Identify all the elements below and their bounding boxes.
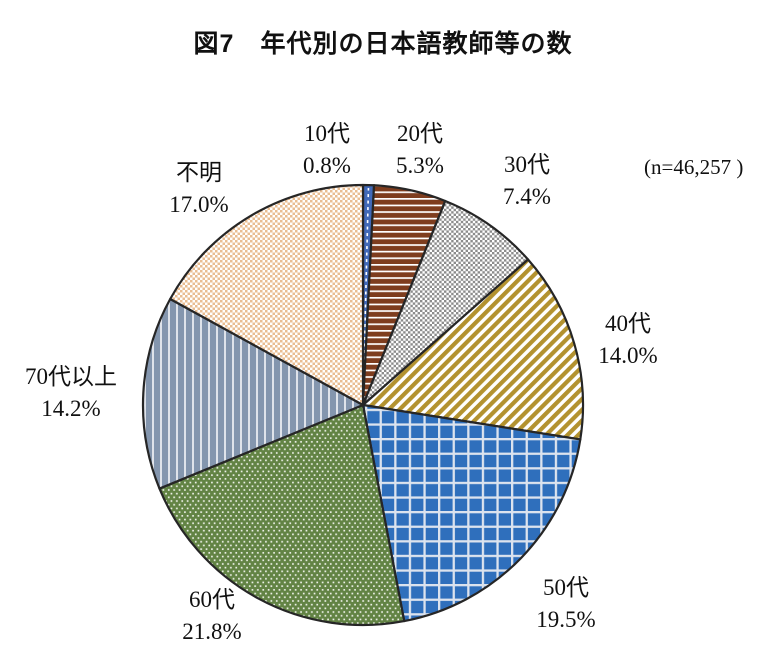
pie-slice-70s-plus [141, 297, 365, 490]
slice-label-name: 50代 [542, 575, 589, 600]
pie-slice-unknown [169, 183, 365, 407]
slice-label-name: 70代以上 [25, 364, 117, 389]
slice-label-percent: 5.3% [396, 153, 444, 178]
pie-slice-60s [158, 403, 406, 627]
slice-label-name: 60代 [188, 587, 235, 612]
pie-slice-30s [361, 199, 530, 407]
slice-label-70s-plus: 70代以上 14.2% [25, 361, 117, 425]
slice-label-percent: 7.4% [503, 184, 551, 209]
slice-label-name: 40代 [604, 311, 651, 336]
slice-label-30s: 30代 7.4% [503, 149, 551, 213]
slice-label-percent: 21.8% [182, 619, 242, 644]
slice-label-name: 30代 [503, 152, 550, 177]
slice-label-name: 不明 [175, 160, 222, 185]
slice-label-percent: 17.0% [169, 192, 229, 217]
slice-label-percent: 14.0% [598, 343, 658, 368]
slice-label-60s: 60代 21.8% [182, 584, 241, 648]
slice-label-percent: 19.5% [536, 607, 596, 632]
pie-slice-40s [361, 258, 585, 441]
sample-size-label: (n=46,257 ) [644, 155, 744, 179]
slice-label-20s: 20代 5.3% [396, 118, 444, 182]
slice-label-10s: 10代 0.8% [303, 118, 351, 182]
slice-label-percent: 0.8% [303, 153, 351, 178]
slice-label-name: 10代 [303, 121, 350, 146]
chart-title: 図7 年代別の日本語教師等の数 [193, 30, 573, 58]
pie-slice-50s [361, 403, 582, 623]
slice-label-percent: 14.2% [41, 396, 101, 421]
slice-label-40s: 40代 14.0% [598, 308, 657, 372]
slice-label-name: 20代 [396, 121, 443, 146]
slice-label-50s: 50代 19.5% [536, 572, 595, 636]
slice-label-unknown: 不明 17.0% [169, 157, 228, 221]
